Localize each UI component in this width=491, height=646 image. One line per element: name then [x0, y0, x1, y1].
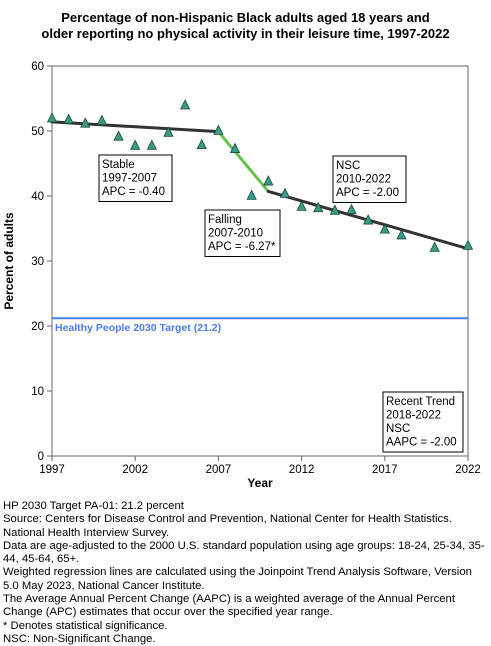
annotation-text: 2018-2022 [386, 410, 441, 422]
annotation-text: Falling [208, 214, 242, 226]
data-point [313, 201, 324, 213]
x-tick-label: 2007 [206, 464, 232, 476]
x-tick-label: 2012 [289, 464, 315, 476]
annotation-text: APC = -2.00 [336, 187, 399, 199]
data-point [329, 204, 341, 215]
y-tick-label: 50 [31, 126, 44, 138]
data-point [429, 241, 440, 252]
data-point [196, 138, 207, 150]
data-point [213, 124, 224, 135]
chart-title-line-2: older reporting no physical activity in … [41, 26, 450, 41]
y-axis: 0 10 20 30 40 50 60 [31, 61, 52, 463]
note-line: * Denotes statistical significance. [3, 619, 168, 632]
y-tick-label: 40 [31, 191, 44, 203]
data-point [96, 114, 108, 125]
target-layer: Healthy People 2030 Target (21.2) [52, 317, 468, 334]
data-point [80, 117, 91, 128]
annotation-frame [204, 209, 281, 257]
annotation-text: NSC [386, 423, 410, 435]
y-tick-label: 60 [31, 61, 44, 73]
data-point [296, 200, 307, 211]
data-point [130, 139, 141, 150]
annotation-text: AAPC = -2.00 [386, 437, 457, 449]
note-line: NSC: Non-Significant Change. [3, 632, 156, 645]
data-point [146, 139, 157, 150]
annotation-text: Recent Trend [386, 396, 455, 408]
y-axis-label: Percent of adults [2, 212, 16, 310]
data-point [246, 189, 257, 200]
annotation-frame [332, 155, 407, 203]
note-line: Source: Centers for Disease Control and … [3, 513, 452, 539]
chart-title: Percentage of non-Hispanic Black adults … [0, 10, 491, 42]
annotation-text: Stable [102, 159, 135, 171]
note-line: Data are age-adjusted to the 2000 U.S. s… [3, 539, 485, 566]
trend-segment [216, 130, 270, 193]
annotation-frame [98, 154, 173, 202]
y-tick-label: 20 [31, 321, 44, 333]
x-tick-label: 2017 [372, 464, 398, 476]
data-point [363, 214, 374, 225]
data-point [229, 142, 241, 153]
note-line: Weighted regression lines are calculated… [3, 566, 472, 592]
data-point [63, 113, 74, 124]
data-point [346, 203, 357, 215]
data-point [263, 175, 274, 186]
chart-svg: 0 10 20 30 40 50 60 1997 2002 2007 2012 2017 2022 H… [2, 61, 481, 490]
annotation-frame [382, 391, 464, 453]
chart-title-line-1: Percentage of non-Hispanic Black adults … [61, 10, 430, 25]
note-line: HP 2030 Target PA-01: 21.2 percent [3, 500, 184, 512]
annotation-text: 1997-2007 [102, 173, 157, 185]
data-point [379, 223, 390, 234]
plot-area [51, 65, 469, 457]
data-point [179, 99, 191, 110]
trend-segment [50, 120, 220, 134]
x-axis: 1997 2002 2007 2012 2017 2022 [39, 456, 481, 476]
data-point [396, 229, 407, 240]
data-point [113, 130, 124, 141]
y-tick-label: 0 [38, 451, 44, 463]
annotation-text: NSC [336, 160, 360, 172]
data-point [46, 112, 58, 123]
data-point [462, 239, 474, 250]
x-tick-label: 2022 [455, 464, 481, 476]
y-tick-label: 30 [31, 256, 44, 268]
target-label: Healthy People 2030 Target (21.2) [55, 322, 221, 334]
point-layer [46, 99, 474, 252]
notes: HP 2030 Target PA-01: 21.2 percent Source… [3, 500, 489, 646]
annotation-text: 2010-2022 [336, 174, 391, 186]
data-point [279, 187, 291, 198]
annotation-text: APC = -0.40 [102, 186, 165, 198]
x-tick-label: 1997 [39, 464, 65, 476]
y-tick-label: 10 [31, 386, 44, 398]
x-axis-label: Year [247, 476, 273, 490]
annotation-text: APC = -6.27* [208, 241, 276, 253]
annotation-text: 2007-2010 [208, 228, 263, 240]
x-tick-label: 2002 [122, 464, 148, 476]
data-point [163, 126, 174, 137]
note-line: The Average Annual Percent Change (AAPC)… [3, 593, 455, 619]
